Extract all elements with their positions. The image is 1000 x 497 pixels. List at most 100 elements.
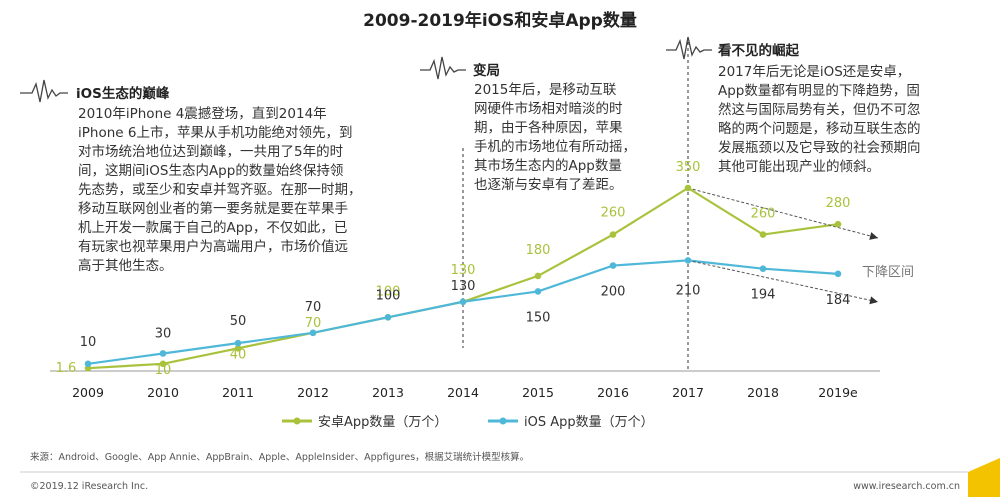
annotation-line: 2015年后，是移动互联: [474, 82, 617, 98]
ios-data-label: 210: [676, 283, 701, 298]
ios-trend-arrow-head: [869, 296, 878, 305]
trend-lines: [687, 187, 879, 305]
annotation-title: iOS生态的巅峰: [76, 85, 170, 102]
annotation-line: 手机的市场地位有所动摇，: [474, 138, 636, 155]
android-data-label: 70: [305, 316, 322, 331]
ios-data-label: 100: [376, 288, 401, 303]
annotation-line: 发展瓶颈以及它导致的社会预期向: [718, 139, 921, 156]
annotation-line: iPhone 6上市，苹果从手机功能绝对领先，到: [78, 124, 352, 141]
annotation-line: 然这与国际局势有关，但仍不可忽: [718, 101, 921, 118]
chart-title: 2009-2019年iOS和安卓App数量: [363, 10, 637, 31]
x-tick-label: 2014: [447, 385, 479, 400]
ios-data-label: 70: [305, 300, 322, 315]
android-point: [159, 360, 167, 368]
android-data-label: 40: [230, 347, 247, 362]
android-data-label: 130: [451, 263, 476, 278]
ios-data-label: 200: [601, 285, 626, 300]
pulse-icon: [420, 56, 466, 80]
footer-corner-triangle: [968, 458, 1000, 497]
annotation-line: 2010年iPhone 4震撼登场，直到2014年: [78, 106, 327, 122]
annotation-line: 略的两个问题是，移动互联生态的: [718, 121, 921, 137]
annotation-line: 其市场生态内的App数量: [474, 157, 622, 174]
x-tick-label: 2013: [372, 385, 404, 400]
annotation-line: 移动互联网创业者的第一要务就是要在苹果手: [78, 200, 348, 217]
annotation-line: 也逐渐与安卓有了差距。: [474, 177, 623, 193]
android-trend-arrow-head: [869, 232, 878, 240]
x-tick-label: 2019e: [818, 385, 858, 400]
x-tick-label: 2016: [597, 385, 629, 400]
data-labels: 1.6 1040701001301802603502602801030507010…: [56, 160, 851, 378]
x-tick-label: 2010: [147, 385, 179, 400]
annotation-line: 期，由于各种原因，苹果: [474, 120, 623, 136]
legend-item-ios: iOS App数量（万个）: [488, 415, 654, 430]
ios-point: [609, 262, 617, 269]
android-data-label: 260: [751, 207, 776, 222]
ios-data-label: 30: [155, 326, 172, 341]
x-tick-label: 2012: [297, 385, 329, 400]
footer-copyright: ©2019.12 iResearch Inc.: [30, 481, 148, 492]
footer-website: www.iresearch.com.cn: [853, 481, 960, 492]
annotation-line: 机上开发一款属于自己的App，不仅如此，已: [78, 220, 347, 236]
android-data-label: 100: [376, 284, 401, 299]
ios-trend-arrow: [687, 259, 879, 303]
ios-point: [384, 313, 392, 321]
annotation-line: 高于其他生态。: [78, 257, 173, 274]
annotation-invisible-rise: 看不见的崛起 2017年后无论是iOS还是安卓， App数量都有明显的下降趋势，…: [666, 36, 921, 175]
annotation-line: 间，这期间iOS生态内App的数量始终保持领: [78, 162, 344, 179]
legend-marker-android: [293, 417, 301, 425]
ios-point: [234, 339, 242, 347]
annotation-line: 其他可能出现产业的倾斜。: [718, 159, 880, 175]
legend: 安卓App数量（万个） iOS App数量（万个）: [282, 415, 654, 430]
annotation-line: 对市场统治地位达到巅峰，一共用了5年的时: [78, 143, 343, 160]
annotation-ios-peak: iOS生态的巅峰 2010年iPhone 4震撼登场，直到2014年 iPhon…: [20, 79, 362, 274]
ios-point: [459, 298, 467, 306]
trend-label: 下降区间: [862, 265, 914, 280]
ios-point: [159, 350, 167, 357]
x-tick-label: 2011: [222, 385, 254, 400]
android-data-label: 180: [526, 243, 551, 258]
ios-data-label: 130: [451, 279, 476, 294]
annotation-line: 2017年后无论是iOS还是安卓，: [718, 64, 910, 80]
ios-data-label: 194: [751, 288, 776, 303]
ios-point: [759, 265, 767, 272]
legend-label-android: 安卓App数量（万个）: [318, 415, 447, 430]
android-data-label: 350: [676, 160, 701, 175]
series-points: [84, 184, 842, 372]
ios-point: [834, 270, 842, 278]
android-point: [234, 345, 242, 352]
ios-data-label: 184: [826, 293, 851, 308]
annotation-line: 网硬件市场相对暗淡的时: [474, 100, 623, 117]
ios-point: [84, 360, 92, 368]
android-data-label: 260: [601, 206, 626, 221]
pulse-icon: [20, 79, 68, 103]
android-data-label: 1.6: [56, 361, 77, 376]
legend-label-ios: iOS App数量（万个）: [524, 415, 654, 430]
android-point: [684, 184, 692, 192]
android-data-label: 280: [826, 196, 851, 211]
x-tick-label: 2015: [522, 385, 554, 400]
pulse-icon: [666, 36, 712, 60]
annotation-title: 看不见的崛起: [717, 42, 799, 59]
x-tick-label: 2017: [672, 385, 704, 400]
android-point: [534, 272, 542, 280]
annotation-line: App数量都有明显的下降趋势，固: [718, 83, 920, 99]
android-point: [759, 231, 767, 238]
ios-point: [309, 329, 317, 337]
annotation-change: 变局 2015年后，是移动互联 网硬件市场相对暗淡的时 期，由于各种原因，苹果 …: [420, 56, 636, 193]
android-data-label: 10: [155, 363, 172, 378]
annotation-title: 变局: [473, 62, 500, 79]
legend-marker-ios: [499, 417, 507, 425]
android-point: [609, 231, 617, 238]
android-trend-arrow: [687, 187, 879, 239]
ios-data-label: 150: [526, 310, 551, 325]
annotation-line: 先态势，或至少和安卓并驾齐驱。在那一时期，: [78, 182, 362, 198]
x-tick-labels: 2009 2010 2011 2012 2013 2014 2015 2016 2017 2018…: [72, 385, 858, 400]
android-point: [834, 220, 842, 228]
ios-point: [684, 257, 692, 264]
ios-point: [534, 288, 542, 295]
ios-data-label: 50: [230, 314, 247, 329]
legend-item-android: 安卓App数量（万个）: [282, 415, 447, 430]
ios-data-label: 10: [80, 335, 97, 350]
x-tick-label: 2018: [747, 385, 779, 400]
